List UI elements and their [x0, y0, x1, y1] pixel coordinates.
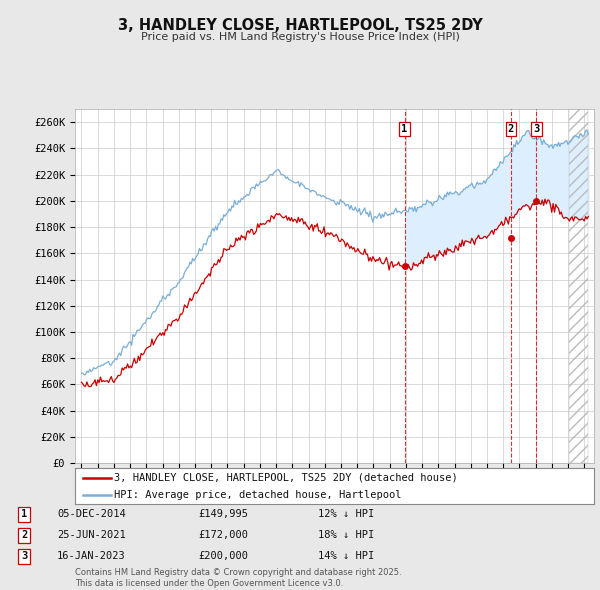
- Text: 2: 2: [21, 530, 27, 540]
- Text: Contains HM Land Registry data © Crown copyright and database right 2025.
This d: Contains HM Land Registry data © Crown c…: [75, 568, 401, 588]
- Text: 3: 3: [533, 124, 539, 134]
- Text: 3, HANDLEY CLOSE, HARTLEPOOL, TS25 2DY (detached house): 3, HANDLEY CLOSE, HARTLEPOOL, TS25 2DY (…: [114, 473, 458, 483]
- Text: £200,000: £200,000: [198, 552, 248, 561]
- Text: HPI: Average price, detached house, Hartlepool: HPI: Average price, detached house, Hart…: [114, 490, 401, 500]
- Text: 05-DEC-2014: 05-DEC-2014: [57, 510, 126, 519]
- Text: 1: 1: [401, 124, 407, 134]
- Text: 3: 3: [21, 552, 27, 561]
- Text: 1: 1: [21, 510, 27, 519]
- Text: £149,995: £149,995: [198, 510, 248, 519]
- Text: Price paid vs. HM Land Registry's House Price Index (HPI): Price paid vs. HM Land Registry's House …: [140, 32, 460, 42]
- Text: 18% ↓ HPI: 18% ↓ HPI: [318, 530, 374, 540]
- Text: 14% ↓ HPI: 14% ↓ HPI: [318, 552, 374, 561]
- Text: 25-JUN-2021: 25-JUN-2021: [57, 530, 126, 540]
- Text: £172,000: £172,000: [198, 530, 248, 540]
- Text: 16-JAN-2023: 16-JAN-2023: [57, 552, 126, 561]
- Text: 12% ↓ HPI: 12% ↓ HPI: [318, 510, 374, 519]
- Text: 3, HANDLEY CLOSE, HARTLEPOOL, TS25 2DY: 3, HANDLEY CLOSE, HARTLEPOOL, TS25 2DY: [118, 18, 482, 32]
- Text: 2: 2: [508, 124, 514, 134]
